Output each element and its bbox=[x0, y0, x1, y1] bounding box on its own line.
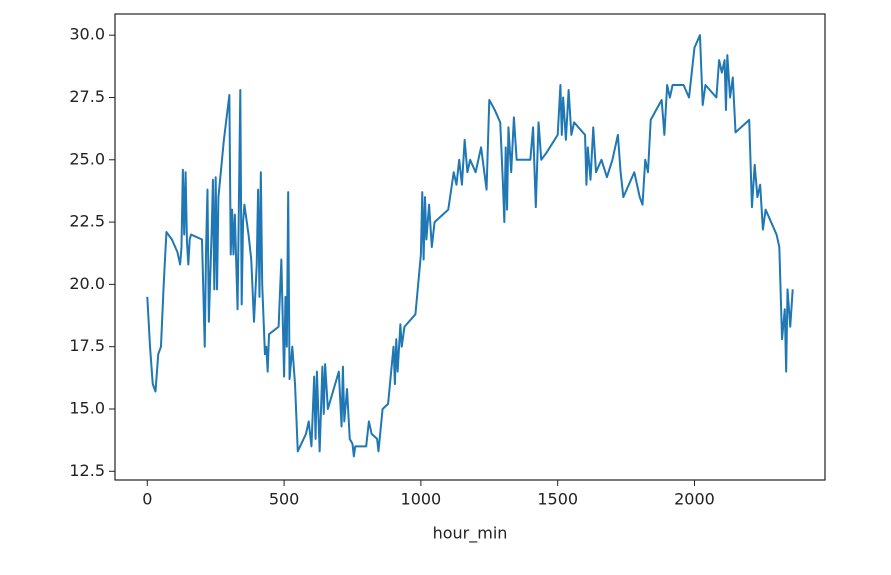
y-tick-label: 20.0 bbox=[69, 274, 105, 293]
data-line bbox=[146, 34, 794, 458]
x-axis-label: hour_min bbox=[433, 524, 508, 544]
y-tick-label: 22.5 bbox=[69, 212, 105, 231]
y-tick-label: 30.0 bbox=[69, 25, 105, 44]
x-tick-label: 1000 bbox=[401, 490, 442, 509]
axes-frame bbox=[114, 13, 826, 481]
y-tick-label: 25.0 bbox=[69, 149, 105, 168]
x-tick-label: 0 bbox=[142, 490, 152, 509]
x-tick-label: 500 bbox=[269, 490, 300, 509]
y-tick-label: 15.0 bbox=[69, 398, 105, 417]
x-tick-label: 1500 bbox=[537, 490, 578, 509]
x-tick-label: 2000 bbox=[674, 490, 715, 509]
y-tick-label: 12.5 bbox=[69, 461, 105, 480]
y-tick-label: 27.5 bbox=[69, 87, 105, 106]
y-tick-label: 17.5 bbox=[69, 336, 105, 355]
